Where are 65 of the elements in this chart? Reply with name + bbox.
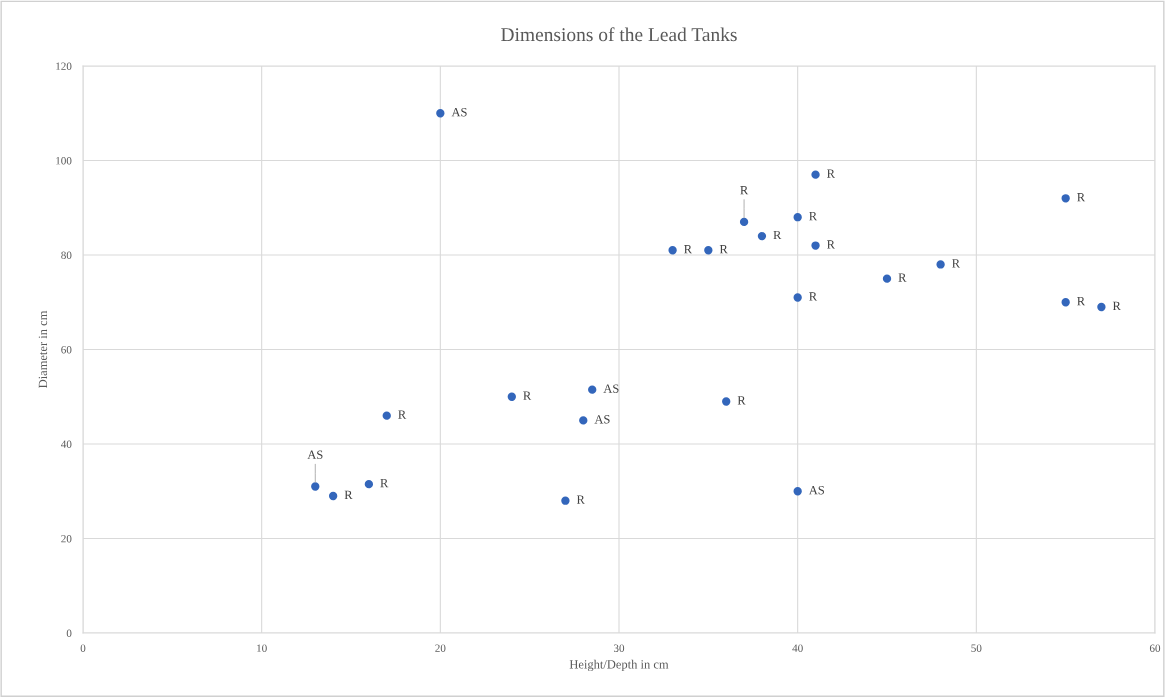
annotation: R [1077, 193, 1086, 202]
annotation: AS [307, 450, 323, 459]
annotation: AS [808, 485, 824, 495]
x-axis-title: Height/Depth in cm [569, 659, 669, 672]
point [1061, 194, 1070, 203]
point [328, 491, 338, 501]
x-tick-label: 20 [435, 644, 446, 652]
annotation: R [898, 273, 907, 282]
annotation: R [719, 245, 728, 254]
point [793, 213, 802, 222]
y-tick-label: 40 [60, 440, 72, 448]
annotation: R [773, 230, 782, 240]
point [588, 385, 597, 394]
annotation: R [344, 490, 353, 499]
point [811, 170, 820, 179]
x-tick-label: 30 [613, 644, 625, 652]
point [1097, 302, 1106, 312]
point [382, 411, 391, 420]
point [311, 482, 320, 491]
point [1061, 298, 1070, 307]
annotation: R [523, 391, 532, 400]
annotation: R [952, 259, 961, 268]
y-tick-label: 20 [61, 534, 72, 543]
point [722, 397, 731, 406]
annotation: R [809, 292, 818, 301]
annotation: R [827, 240, 835, 249]
annotation: AS [594, 415, 610, 424]
annotation: AS [603, 384, 619, 393]
y-tick-label: 0 [66, 629, 72, 637]
x-tick-label: 10 [257, 644, 267, 652]
point [668, 246, 677, 255]
point [507, 392, 516, 401]
point [793, 293, 802, 302]
y-axis-title: Diameter in cm [38, 310, 48, 389]
point [436, 109, 445, 118]
point [561, 496, 570, 505]
annotation: AS [451, 107, 467, 117]
y-tick-label: 80 [61, 251, 72, 259]
point [739, 217, 749, 227]
annotation: R [398, 410, 407, 419]
x-tick-label: 40 [792, 644, 803, 652]
annotation: R [1112, 301, 1121, 310]
annotation: R [809, 212, 818, 221]
x-tick-label: 60 [1149, 644, 1161, 652]
y-tick-label: 60 [61, 345, 72, 354]
x-tick-label: 50 [971, 644, 982, 652]
point [704, 246, 713, 255]
point [579, 416, 588, 425]
point [882, 274, 892, 283]
point [936, 260, 945, 269]
chart-title: Dimensions of the Lead Tanks [501, 27, 737, 42]
annotation: R [1077, 297, 1086, 306]
annotation: R [740, 186, 749, 195]
annotation: R [827, 169, 835, 178]
point [811, 241, 820, 250]
y-tick-label: 100 [56, 156, 72, 165]
point [757, 231, 767, 241]
annotation: R [380, 478, 389, 488]
y-tick-label: 120 [56, 62, 72, 70]
point [793, 487, 802, 496]
annotation: R [737, 396, 746, 405]
annotation: R [684, 245, 693, 254]
x-tick-label: 0 [80, 644, 86, 652]
point [364, 480, 374, 489]
annotation: R [576, 495, 585, 504]
